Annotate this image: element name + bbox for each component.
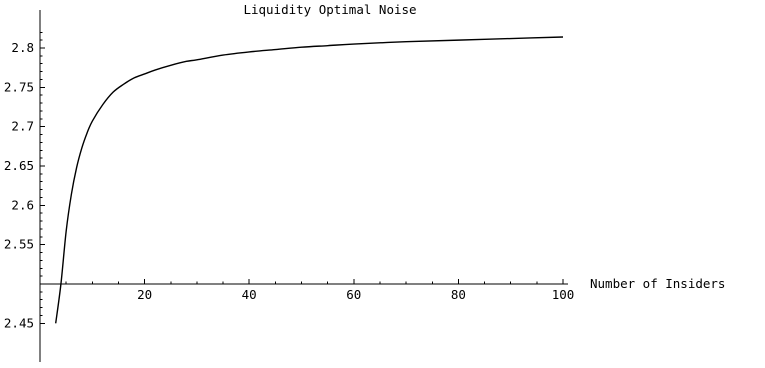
data-points xyxy=(54,35,564,324)
x-ticks: 20 40 60 80 100 xyxy=(39,279,575,302)
y-ticks: 2.45 2.55 2.6 2.65 2.7 2.75 2.8 xyxy=(4,31,45,330)
chart-title: Liquidity Optimal Noise xyxy=(243,2,416,17)
x-tick-label: 60 xyxy=(346,287,361,302)
y-tick-label: 2.7 xyxy=(11,119,34,134)
x-axis-label: Number of Insiders xyxy=(590,276,725,291)
y-tick-label: 2.55 xyxy=(4,237,34,252)
x-tick-label: 100 xyxy=(552,287,575,302)
x-tick-label: 80 xyxy=(451,287,466,302)
y-tick-label: 2.6 xyxy=(11,197,34,212)
x-tick-label: 20 xyxy=(137,287,152,302)
axes xyxy=(39,10,568,362)
y-tick-label: 2.75 xyxy=(4,79,34,94)
series-line xyxy=(54,36,564,324)
y-tick-label: 2.65 xyxy=(4,158,34,173)
x-tick-label: 40 xyxy=(242,287,257,302)
y-tick-label: 2.8 xyxy=(11,40,34,55)
y-tick-label: 2.45 xyxy=(4,315,34,330)
